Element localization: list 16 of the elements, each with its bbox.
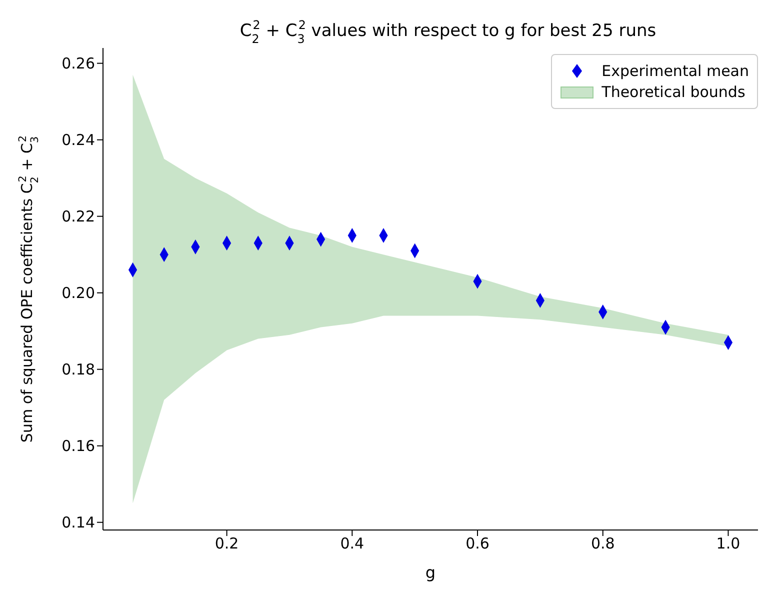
y-tick-label: 0.22 <box>62 208 95 226</box>
y-tick-label: 0.14 <box>62 514 95 532</box>
y-tick-label: 0.20 <box>62 284 95 302</box>
y-tick-label: 0.24 <box>62 131 95 150</box>
x-tick-label: 0.6 <box>466 534 490 553</box>
x-tick-label: 0.4 <box>340 534 364 553</box>
y-tick-label: 0.16 <box>62 437 95 456</box>
x-axis-title: g <box>425 563 436 582</box>
y-tick-label: 0.18 <box>62 360 95 379</box>
x-tick-label: 0.8 <box>590 534 615 553</box>
y-tick-label: 0.26 <box>62 54 95 73</box>
legend-label: Theoretical bounds <box>602 83 746 101</box>
x-tick-label: 1.0 <box>716 534 740 553</box>
chart-title: C$_{2}$$^{2}$ + C$_{3}$$^{2}$ values with respect to g for best 25 runs <box>240 18 656 46</box>
x-tick-label: 0.2 <box>214 534 239 553</box>
legend-label: Experimental mean <box>602 62 749 80</box>
